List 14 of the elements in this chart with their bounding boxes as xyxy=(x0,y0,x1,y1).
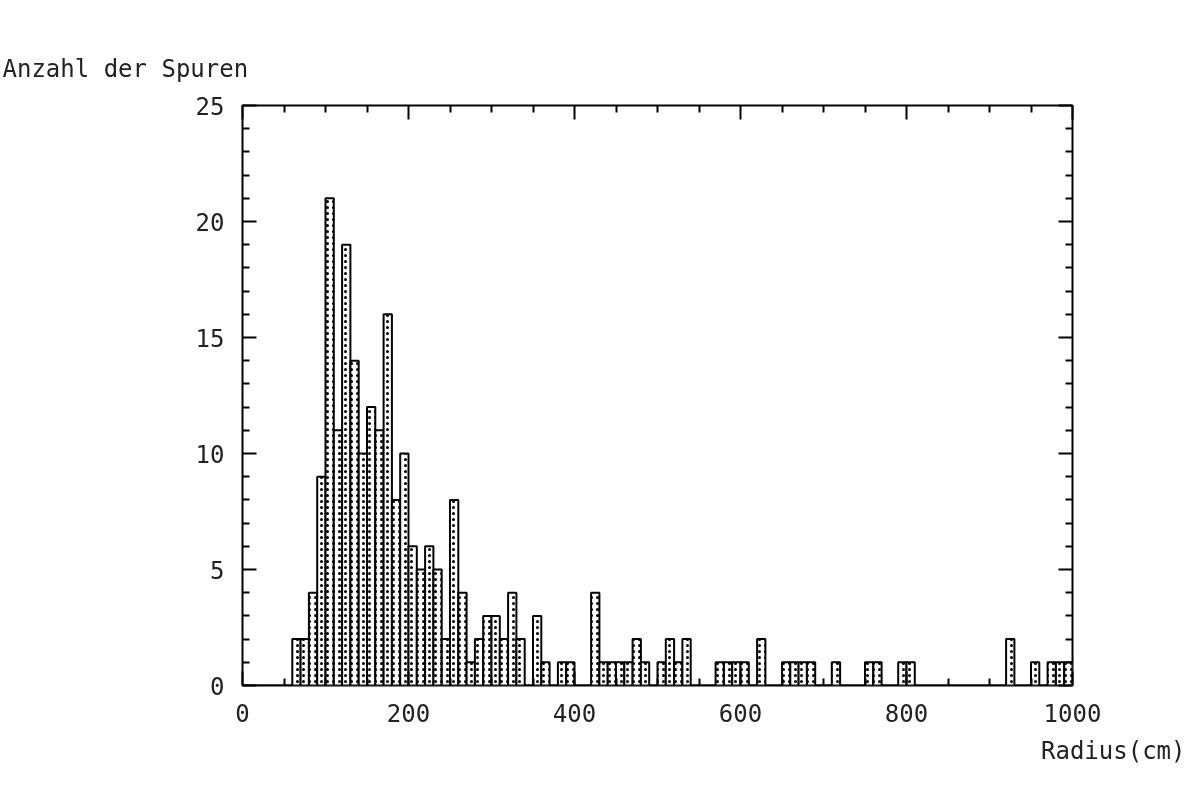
x-tick-label: 800 xyxy=(884,699,929,728)
y-tick-label: 25 xyxy=(195,92,225,121)
x-tick-label: 400 xyxy=(552,699,597,728)
x-tick-label: 200 xyxy=(386,699,431,728)
y-tick-label: 10 xyxy=(195,440,225,469)
y-tick-label: 5 xyxy=(210,556,225,585)
x-axis-title: Radius(cm) xyxy=(1041,736,1186,765)
y-tick-label: 15 xyxy=(195,324,225,353)
x-tick-label: 0 xyxy=(235,699,250,728)
x-tick-label: 600 xyxy=(718,699,763,728)
y-axis-title: Anzahl der Spuren xyxy=(2,55,249,83)
y-tick-label: 20 xyxy=(195,208,225,237)
x-tick-label: 1000 xyxy=(1043,699,1102,728)
y-tick-label: 0 xyxy=(210,672,225,701)
